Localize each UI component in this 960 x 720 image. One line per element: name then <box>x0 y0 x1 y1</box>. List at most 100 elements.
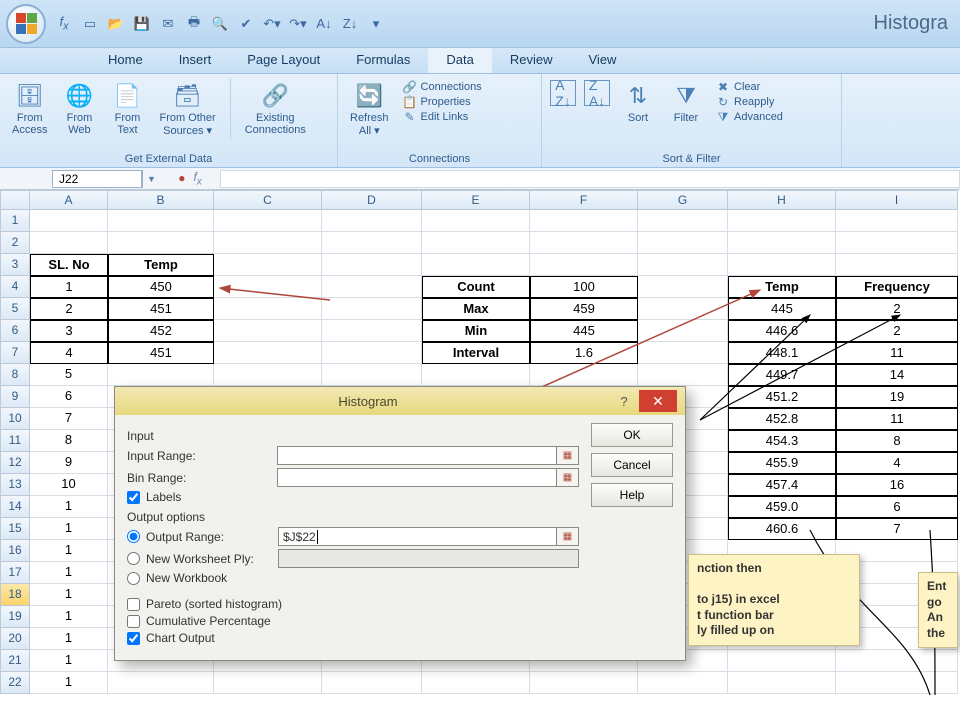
cell-H9[interactable]: 451.2 <box>728 386 836 408</box>
cell-A5[interactable]: 2 <box>30 298 108 320</box>
cell-A12[interactable]: 9 <box>30 452 108 474</box>
cell-E4[interactable]: Count <box>422 276 530 298</box>
row-header-17[interactable]: 17 <box>0 562 30 584</box>
cell-I7[interactable]: 11 <box>836 342 958 364</box>
cell-E8[interactable] <box>422 364 530 386</box>
clear-item[interactable]: ✖Clear <box>716 80 783 94</box>
cell-C6[interactable] <box>214 320 322 342</box>
cell-E7[interactable]: Interval <box>422 342 530 364</box>
new-ply-radio[interactable] <box>127 552 140 565</box>
fx-icon[interactable]: fx <box>193 170 201 187</box>
redo-icon[interactable]: ↷▾ <box>288 14 308 34</box>
cell-I4[interactable]: Frequency <box>836 276 958 298</box>
cell-B5[interactable]: 451 <box>108 298 214 320</box>
open-icon[interactable]: 📂 <box>106 14 126 34</box>
row-header-6[interactable]: 6 <box>0 320 30 342</box>
new-wb-radio[interactable] <box>127 572 140 585</box>
col-header-F[interactable]: F <box>530 190 638 210</box>
cell-I10[interactable]: 11 <box>836 408 958 430</box>
row-header-5[interactable]: 5 <box>0 298 30 320</box>
cell-H21[interactable] <box>728 650 836 672</box>
cell-B4[interactable]: 450 <box>108 276 214 298</box>
cell-B6[interactable]: 452 <box>108 320 214 342</box>
col-header-E[interactable]: E <box>422 190 530 210</box>
col-header-D[interactable]: D <box>322 190 422 210</box>
cell-C8[interactable] <box>214 364 322 386</box>
tab-insert[interactable]: Insert <box>161 48 230 73</box>
cell-C1[interactable] <box>214 210 322 232</box>
tab-page-layout[interactable]: Page Layout <box>229 48 338 73</box>
cell-H11[interactable]: 454.3 <box>728 430 836 452</box>
cell-D3[interactable] <box>322 254 422 276</box>
row-header-11[interactable]: 11 <box>0 430 30 452</box>
cell-H2[interactable] <box>728 232 836 254</box>
cell-G4[interactable] <box>638 276 728 298</box>
cell-H5[interactable]: 445 <box>728 298 836 320</box>
connections-item[interactable]: 🔗Connections <box>403 80 482 94</box>
cell-A16[interactable]: 1 <box>30 540 108 562</box>
cell-H22[interactable] <box>728 672 836 694</box>
cell-A22[interactable]: 1 <box>30 672 108 694</box>
row-header-8[interactable]: 8 <box>0 364 30 386</box>
namebox-dropdown[interactable]: ▼ <box>142 170 160 188</box>
cell-A18[interactable]: 1 <box>30 584 108 606</box>
cell-D1[interactable] <box>322 210 422 232</box>
formula-input[interactable] <box>220 170 960 188</box>
cancel-formula-icon[interactable]: ● <box>178 171 185 185</box>
cell-A19[interactable]: 1 <box>30 606 108 628</box>
mail-icon[interactable]: ✉ <box>158 14 178 34</box>
row-header-3[interactable]: 3 <box>0 254 30 276</box>
undo-icon[interactable]: ↶▾ <box>262 14 282 34</box>
cell-A1[interactable] <box>30 210 108 232</box>
row-header-22[interactable]: 22 <box>0 672 30 694</box>
row-header-16[interactable]: 16 <box>0 540 30 562</box>
pareto-checkbox[interactable] <box>127 598 140 611</box>
cell-A21[interactable]: 1 <box>30 650 108 672</box>
cell-B22[interactable] <box>108 672 214 694</box>
cell-I22[interactable] <box>836 672 958 694</box>
dialog-close-button[interactable]: ✕ <box>639 390 677 412</box>
cell-D5[interactable] <box>322 298 422 320</box>
tab-home[interactable]: Home <box>90 48 161 73</box>
cell-F4[interactable]: 100 <box>530 276 638 298</box>
cell-I13[interactable]: 16 <box>836 474 958 496</box>
cell-G3[interactable] <box>638 254 728 276</box>
cell-I1[interactable] <box>836 210 958 232</box>
cell-F22[interactable] <box>530 672 638 694</box>
cell-H1[interactable] <box>728 210 836 232</box>
cell-C22[interactable] <box>214 672 322 694</box>
cell-H14[interactable]: 459.0 <box>728 496 836 518</box>
cell-F5[interactable]: 459 <box>530 298 638 320</box>
cell-A6[interactable]: 3 <box>30 320 108 342</box>
tab-review[interactable]: Review <box>492 48 571 73</box>
cell-G7[interactable] <box>638 342 728 364</box>
from-other-button[interactable]: 🗃From Other Sources ▾ <box>153 78 221 139</box>
dialog-help-icon[interactable]: ? <box>613 394 635 409</box>
select-all-corner[interactable] <box>0 190 30 210</box>
from-access-button[interactable]: 🗄From Access <box>6 78 53 139</box>
sort-asc-button[interactable]: AZ↓ <box>548 78 578 126</box>
row-header-12[interactable]: 12 <box>0 452 30 474</box>
cell-G5[interactable] <box>638 298 728 320</box>
bin-range-field[interactable] <box>277 468 557 487</box>
filter-button[interactable]: ⧩Filter <box>664 78 708 126</box>
cell-B8[interactable] <box>108 364 214 386</box>
sort-button[interactable]: ⇅Sort <box>616 78 660 126</box>
cell-C4[interactable] <box>214 276 322 298</box>
cell-F6[interactable]: 445 <box>530 320 638 342</box>
input-range-picker[interactable]: ▦ <box>557 446 579 465</box>
refresh-button[interactable]: 🔄Refresh All ▾ <box>344 78 395 139</box>
row-header-1[interactable]: 1 <box>0 210 30 232</box>
cell-D2[interactable] <box>322 232 422 254</box>
cell-A2[interactable] <box>30 232 108 254</box>
cell-H7[interactable]: 448.1 <box>728 342 836 364</box>
cell-I2[interactable] <box>836 232 958 254</box>
cell-A20[interactable]: 1 <box>30 628 108 650</box>
cell-H15[interactable]: 460.6 <box>728 518 836 540</box>
cell-B1[interactable] <box>108 210 214 232</box>
cell-E5[interactable]: Max <box>422 298 530 320</box>
row-header-21[interactable]: 21 <box>0 650 30 672</box>
ok-button[interactable]: OK <box>591 423 673 447</box>
cell-G1[interactable] <box>638 210 728 232</box>
cell-E22[interactable] <box>422 672 530 694</box>
